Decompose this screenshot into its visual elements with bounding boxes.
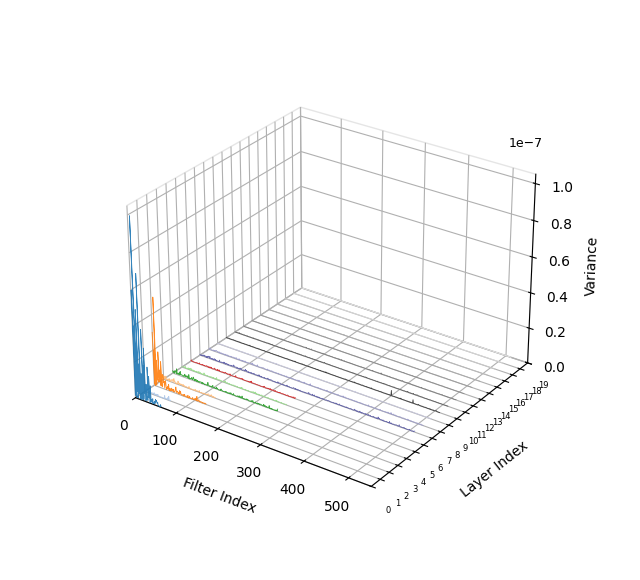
Text: 1e−7: 1e−7 (508, 137, 542, 150)
Y-axis label: Layer Index: Layer Index (458, 438, 531, 500)
X-axis label: Filter Index: Filter Index (181, 476, 258, 516)
